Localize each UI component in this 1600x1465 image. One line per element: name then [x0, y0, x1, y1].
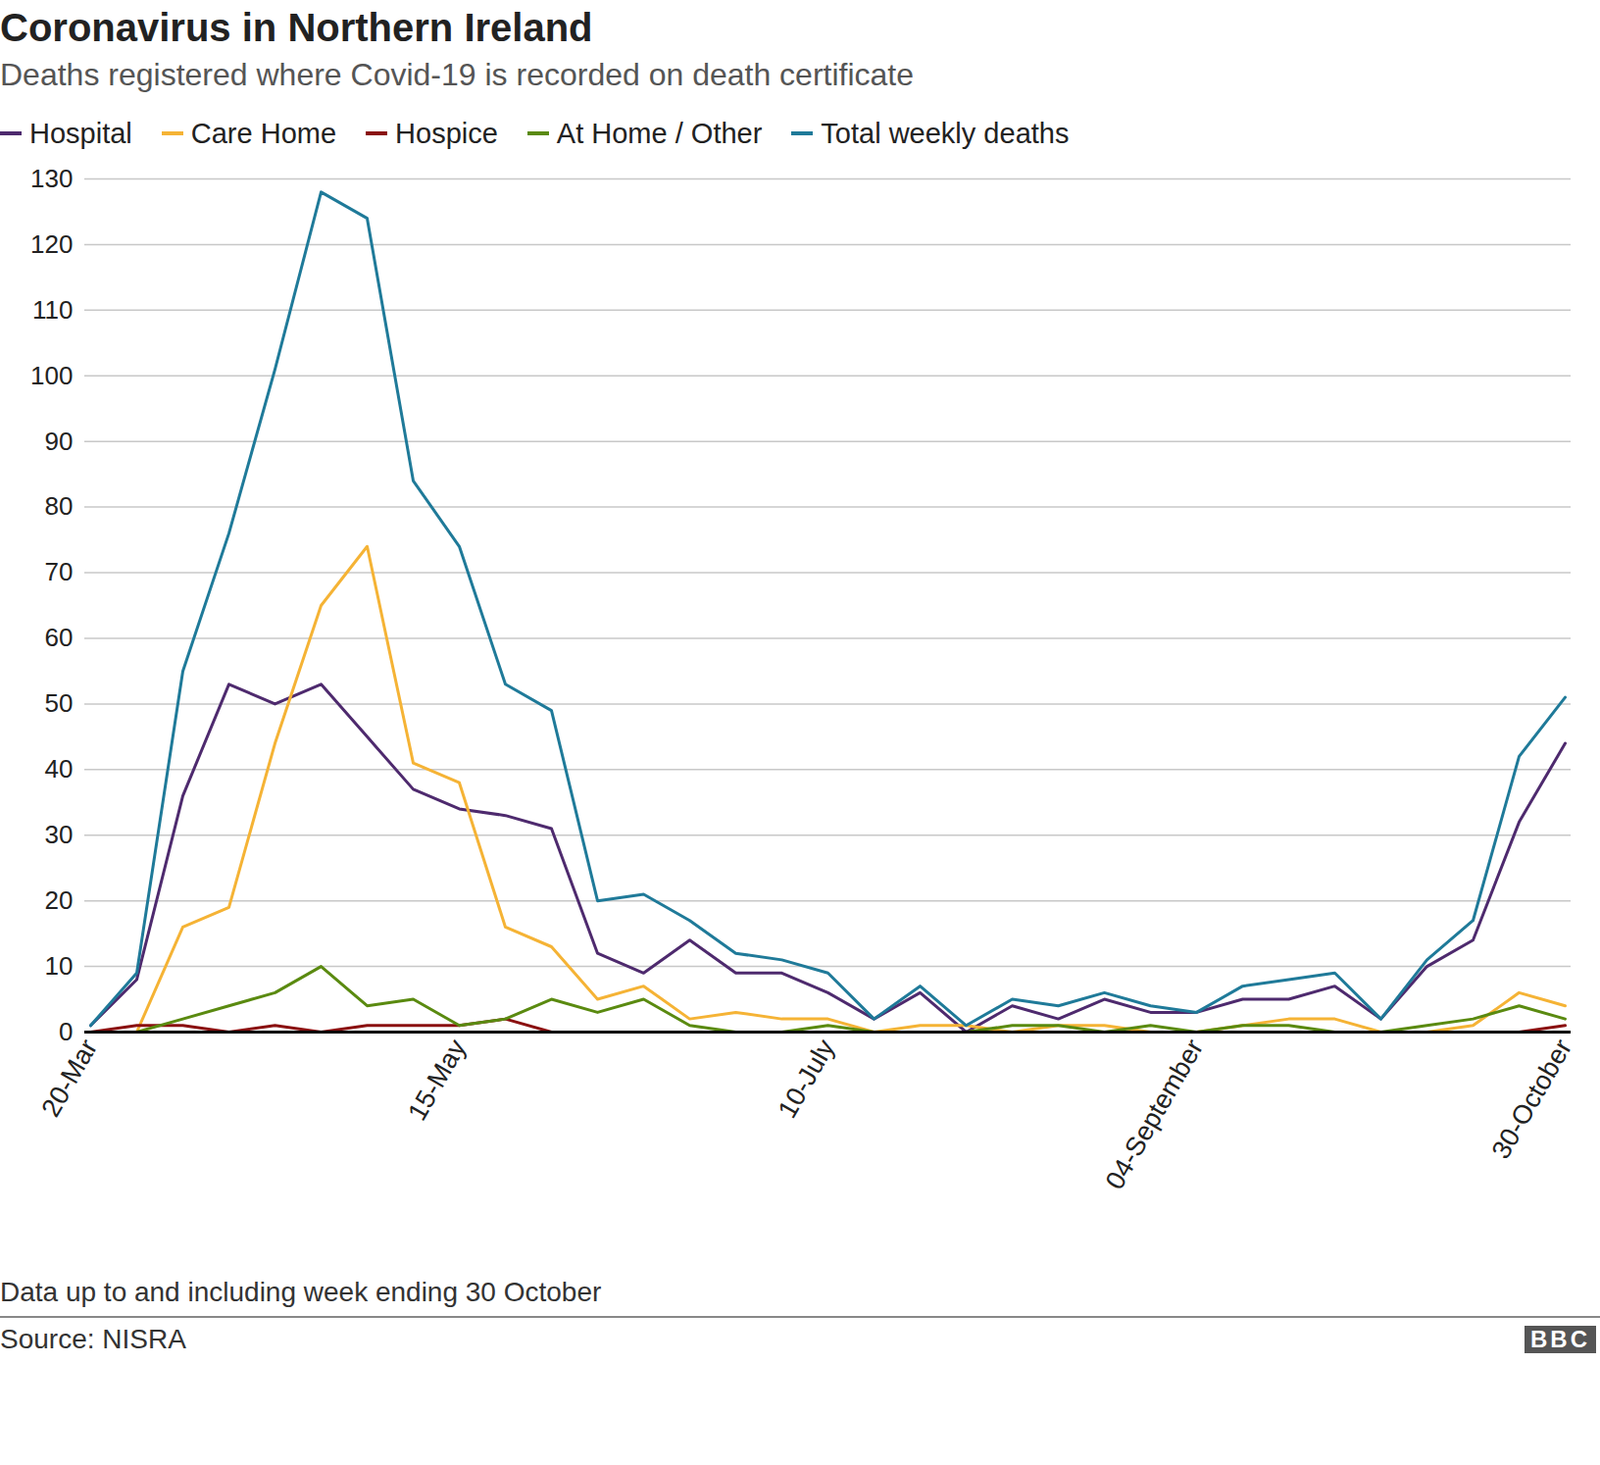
- svg-text:40: 40: [45, 753, 74, 784]
- svg-text:50: 50: [45, 688, 74, 718]
- html-text:Hospital: Hospital: [29, 117, 133, 150]
- svg-text:10: 10: [45, 950, 74, 981]
- svg-text:80: 80: [45, 491, 74, 521]
- html-text:Data up to and including week: Data up to and including week ending 30 …: [0, 1276, 602, 1307]
- html-text:Total weekly deaths: Total weekly deaths: [820, 117, 1070, 150]
- html-text:BBC: BBC: [1530, 1325, 1591, 1352]
- svg-text:30-October: 30-October: [1486, 1034, 1579, 1164]
- svg-text:20: 20: [45, 885, 74, 915]
- html-text:Care Home: Care Home: [190, 117, 337, 150]
- svg-text:110: 110: [32, 295, 73, 325]
- svg-text:15-May: 15-May: [401, 1033, 472, 1125]
- svg-text:60: 60: [45, 622, 74, 652]
- svg-text:90: 90: [45, 426, 74, 456]
- svg-text:120: 120: [30, 229, 73, 259]
- html-text:Coronavirus in Northern Irelan: Coronavirus in Northern Ireland: [0, 5, 593, 50]
- svg-text:70: 70: [45, 556, 74, 587]
- svg-text:20-Mar: 20-Mar: [35, 1034, 103, 1122]
- html-text:Hospice: Hospice: [395, 117, 498, 150]
- html-text:Source: NISRA: Source: NISRA: [0, 1323, 187, 1354]
- svg-text:04-September: 04-September: [1100, 1034, 1210, 1195]
- svg-text:30: 30: [45, 819, 74, 850]
- svg-text:10-July: 10-July: [772, 1033, 842, 1123]
- svg-text:0: 0: [58, 1016, 73, 1047]
- html-text:Deaths registered where Covid-: Deaths registered where Covid-19 is reco…: [0, 56, 914, 93]
- svg-text:130: 130: [30, 163, 73, 194]
- html-text:At Home / Other: At Home / Other: [556, 117, 763, 150]
- svg-text:100: 100: [30, 360, 73, 391]
